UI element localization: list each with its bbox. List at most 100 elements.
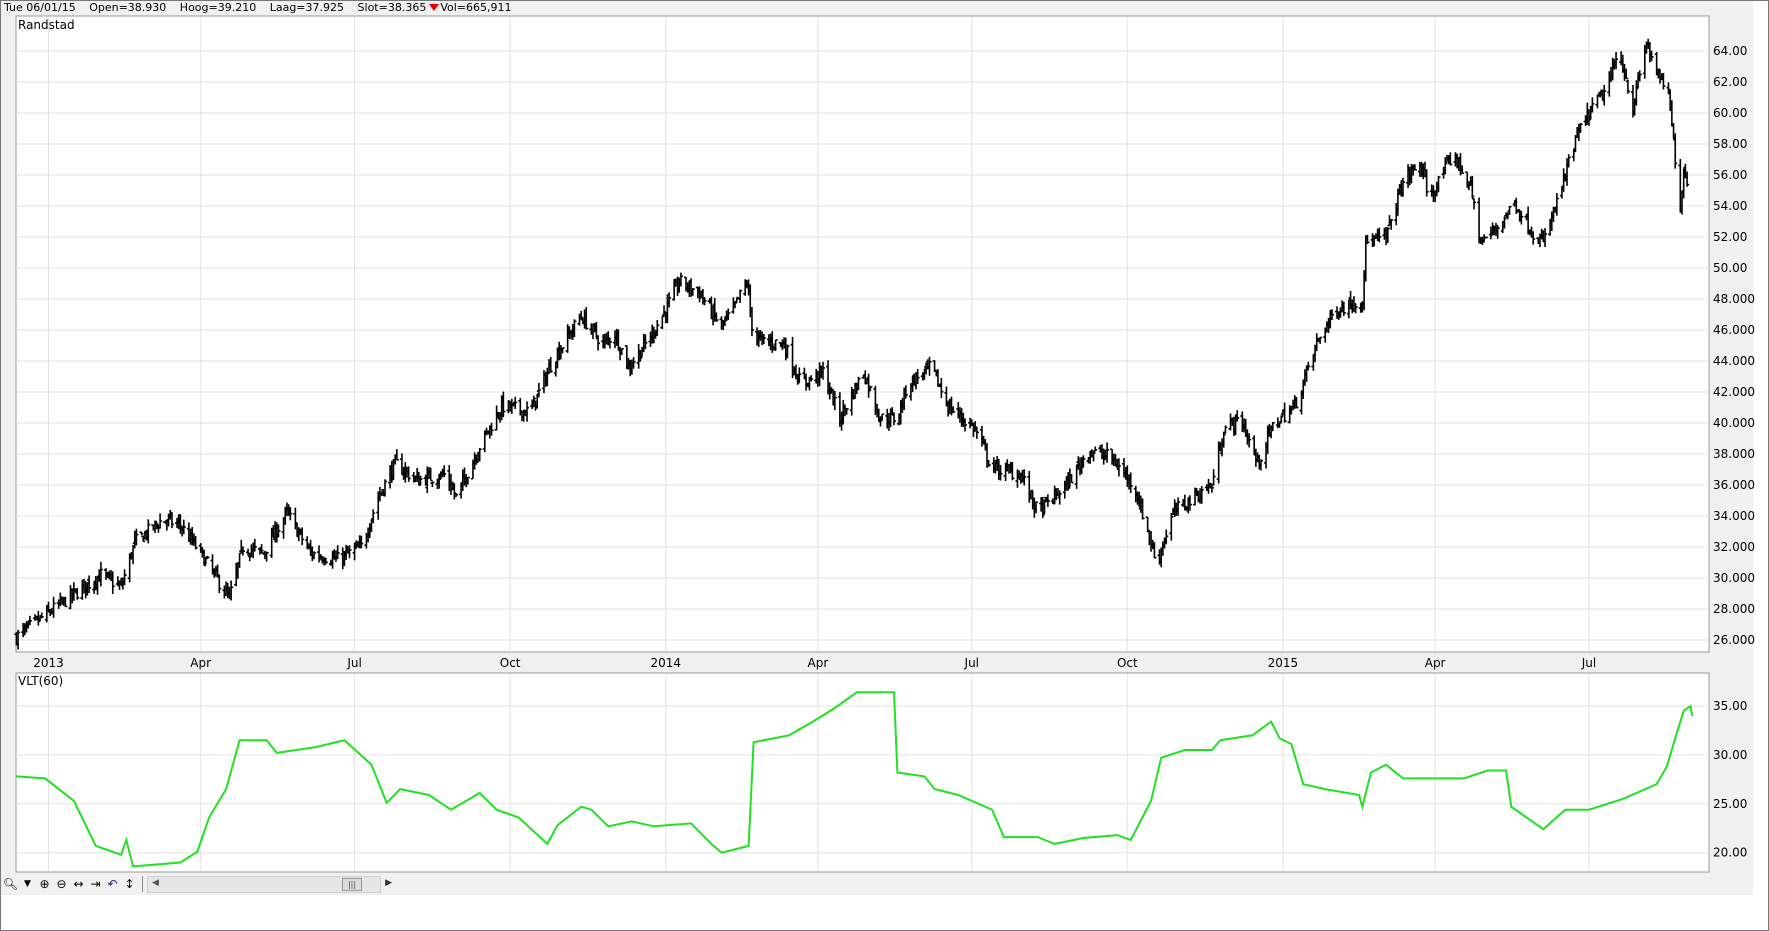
- price-bar: [477, 447, 482, 462]
- price-bar: [1176, 497, 1181, 516]
- readout-low: Laag=37.925: [269, 1, 345, 14]
- price-bar: [1223, 425, 1228, 434]
- indicator-pane[interactable]: [15, 672, 1710, 873]
- price-bar: [1258, 459, 1263, 471]
- price-tick-label: 38.000: [1713, 447, 1755, 461]
- dropdown-icon[interactable]: ▼: [24, 879, 31, 889]
- indicator-pane-title: VLT(60): [18, 674, 63, 688]
- price-bar: [27, 615, 32, 626]
- price-bar: [1614, 51, 1619, 70]
- price-bar: [974, 427, 979, 439]
- price-bar: [797, 367, 802, 384]
- price-bar: [560, 347, 565, 354]
- price-bar: [1483, 236, 1488, 239]
- price-bar: [678, 272, 683, 287]
- undo-icon[interactable]: ↶: [107, 877, 118, 891]
- x-tick-label: 2015: [1268, 656, 1299, 670]
- price-bar: [525, 401, 530, 422]
- price-bar: [785, 344, 790, 359]
- price-bar: [1470, 176, 1475, 199]
- price-bar: [465, 476, 470, 485]
- price-tick-label: 60.00: [1713, 106, 1747, 120]
- price-tick-label: 26.000: [1713, 633, 1755, 647]
- price-bar: [1282, 402, 1287, 423]
- zoom-icon[interactable]: 🔍︎: [2, 877, 19, 891]
- readout-close: Slot=38.365: [357, 1, 427, 14]
- price-bar: [430, 481, 435, 488]
- price-bar: [203, 557, 208, 565]
- price-bar: [1247, 433, 1252, 448]
- price-bar: [903, 385, 908, 399]
- zoom-out-icon[interactable]: ⊖: [56, 877, 67, 891]
- price-bar: [596, 335, 601, 351]
- price-bar: [139, 531, 144, 535]
- price-bar: [1022, 469, 1027, 486]
- price-bar: [1010, 462, 1015, 481]
- horizontal-scrollbar[interactable]: ◀ ||| ▶: [147, 875, 392, 893]
- indicator-axis: 35.00 30.00 25.00 20.00: [1713, 699, 1747, 860]
- price-bar: [75, 587, 80, 600]
- price-bar: [1270, 421, 1275, 432]
- price-bar: [619, 348, 624, 356]
- price-bar: [1353, 303, 1358, 314]
- price-tick-label: 40.000: [1713, 416, 1755, 430]
- price-bar: [323, 557, 328, 565]
- price-bar: [16, 629, 21, 650]
- price-bar: [134, 528, 139, 546]
- scroll-left-icon[interactable]: ◀: [152, 877, 159, 888]
- price-bar: [1590, 97, 1595, 113]
- price-bar: [939, 377, 944, 399]
- price-bar: [761, 333, 766, 345]
- toolbar-separator: [142, 876, 143, 892]
- price-bar: [153, 520, 158, 533]
- price-bar: [158, 513, 163, 529]
- price-bar: [288, 507, 293, 521]
- price-bar: [1034, 501, 1039, 514]
- price-bar: [169, 511, 174, 529]
- price-pane[interactable]: [15, 15, 1710, 653]
- price-bar: [1377, 227, 1382, 243]
- price-bar: [1294, 396, 1299, 409]
- price-bar: [932, 360, 937, 373]
- price-axis: 64.00 62.00 60.00 58.00 56.00 54.00 52.00 50.00…: [1713, 44, 1755, 647]
- price-tick-label: 28.000: [1713, 602, 1755, 616]
- price-tick-label: 56.00: [1713, 168, 1747, 182]
- price-bar: [548, 357, 553, 373]
- price-pane-title: Randstad: [18, 18, 75, 32]
- x-tick-label: Apr: [808, 656, 829, 670]
- price-bar: [276, 524, 281, 537]
- price-bar: [311, 551, 316, 560]
- price-bar: [856, 376, 861, 391]
- price-bar: [1436, 175, 1441, 193]
- zoom-in-icon[interactable]: ⊕: [39, 877, 50, 891]
- scroll-to-end-icon[interactable]: ⇥: [90, 877, 101, 891]
- price-bar: [868, 385, 873, 391]
- fit-vertical-icon[interactable]: ↕: [124, 877, 135, 891]
- price-bar: [122, 569, 127, 586]
- price-bar: [1279, 415, 1284, 423]
- price-bar: [300, 527, 305, 546]
- price-bar: [1578, 123, 1583, 133]
- price-bar: [383, 479, 388, 497]
- price-bar: [454, 492, 459, 498]
- price-bar: [1105, 442, 1110, 463]
- price-bar: [738, 289, 743, 303]
- scroll-thumb[interactable]: |||: [342, 877, 362, 891]
- price-bar: [347, 545, 352, 559]
- price-bar: [1069, 473, 1074, 484]
- scroll-right-icon[interactable]: ▶: [385, 877, 392, 888]
- price-bar: [773, 339, 778, 351]
- fit-horizontal-icon[interactable]: ↔: [73, 877, 84, 891]
- price-bar: [1318, 336, 1323, 344]
- price-tick-label: 36.000: [1713, 478, 1755, 492]
- price-bar: [1209, 485, 1214, 493]
- price-bar: [87, 575, 92, 594]
- price-bar: [1187, 495, 1192, 511]
- price-bar: [1093, 446, 1098, 452]
- price-tick-label: 32.000: [1713, 540, 1755, 554]
- price-bar: [1460, 165, 1465, 174]
- price-bar: [536, 382, 541, 398]
- price-bar: [1164, 529, 1169, 545]
- price-tick-label: 46.000: [1713, 323, 1755, 337]
